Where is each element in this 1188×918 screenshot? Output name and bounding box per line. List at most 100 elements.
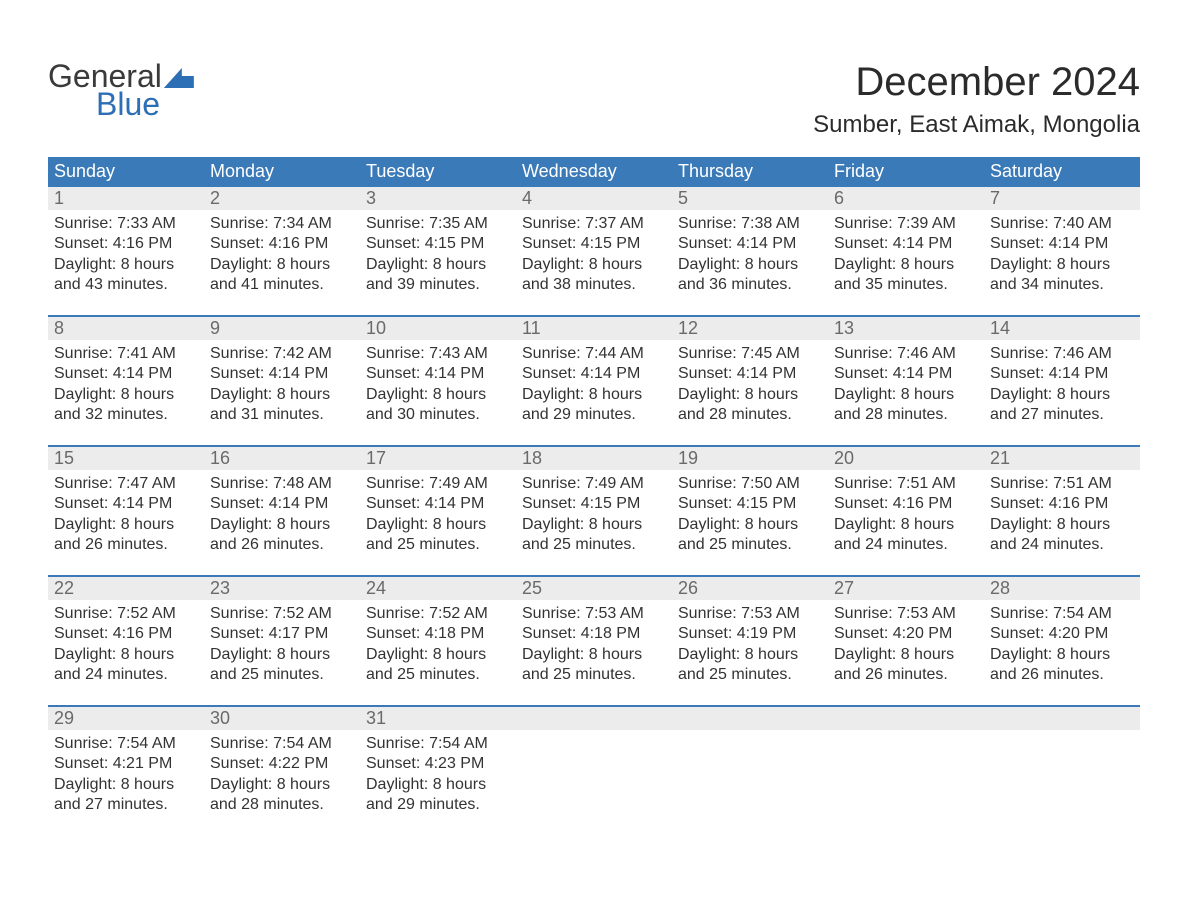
sunrise-line: Sunrise: 7:42 AM bbox=[210, 344, 354, 364]
day-body: Sunrise: 7:51 AMSunset: 4:16 PMDaylight:… bbox=[828, 470, 984, 556]
sunrise-line: Sunrise: 7:54 AM bbox=[990, 604, 1134, 624]
calendar-day-cell: 19Sunrise: 7:50 AMSunset: 4:15 PMDayligh… bbox=[672, 447, 828, 559]
daylight-line-1: Daylight: 8 hours bbox=[366, 255, 510, 275]
logo-flag-icon bbox=[164, 68, 194, 88]
calendar-day-cell: 1Sunrise: 7:33 AMSunset: 4:16 PMDaylight… bbox=[48, 187, 204, 299]
day-number: 24 bbox=[360, 577, 516, 600]
day-number: 3 bbox=[360, 187, 516, 210]
calendar-day-cell: 22Sunrise: 7:52 AMSunset: 4:16 PMDayligh… bbox=[48, 577, 204, 689]
daylight-line-2: and 28 minutes. bbox=[210, 795, 354, 815]
calendar-week: 8Sunrise: 7:41 AMSunset: 4:14 PMDaylight… bbox=[48, 315, 1140, 429]
day-header-cell: Saturday bbox=[984, 157, 1140, 187]
day-number: 29 bbox=[48, 707, 204, 730]
day-body: Sunrise: 7:39 AMSunset: 4:14 PMDaylight:… bbox=[828, 210, 984, 296]
page-title: December 2024 bbox=[813, 60, 1140, 105]
day-body: Sunrise: 7:52 AMSunset: 4:16 PMDaylight:… bbox=[48, 600, 204, 686]
sunrise-line: Sunrise: 7:34 AM bbox=[210, 214, 354, 234]
day-body: Sunrise: 7:33 AMSunset: 4:16 PMDaylight:… bbox=[48, 210, 204, 296]
daylight-line-2: and 36 minutes. bbox=[678, 275, 822, 295]
calendar-day-cell: 2Sunrise: 7:34 AMSunset: 4:16 PMDaylight… bbox=[204, 187, 360, 299]
sunset-line: Sunset: 4:23 PM bbox=[366, 754, 510, 774]
sunrise-line: Sunrise: 7:46 AM bbox=[990, 344, 1134, 364]
sunset-line: Sunset: 4:14 PM bbox=[210, 494, 354, 514]
daylight-line-1: Daylight: 8 hours bbox=[834, 255, 978, 275]
daylight-line-2: and 32 minutes. bbox=[54, 405, 198, 425]
calendar-week: 29Sunrise: 7:54 AMSunset: 4:21 PMDayligh… bbox=[48, 705, 1140, 819]
calendar-day-cell: 30Sunrise: 7:54 AMSunset: 4:22 PMDayligh… bbox=[204, 707, 360, 819]
day-number: 6 bbox=[828, 187, 984, 210]
daylight-line-1: Daylight: 8 hours bbox=[210, 645, 354, 665]
daylight-line-2: and 26 minutes. bbox=[54, 535, 198, 555]
day-number: 14 bbox=[984, 317, 1140, 340]
calendar-day-cell: 21Sunrise: 7:51 AMSunset: 4:16 PMDayligh… bbox=[984, 447, 1140, 559]
daylight-line-2: and 29 minutes. bbox=[366, 795, 510, 815]
day-body: Sunrise: 7:42 AMSunset: 4:14 PMDaylight:… bbox=[204, 340, 360, 426]
daylight-line-2: and 38 minutes. bbox=[522, 275, 666, 295]
day-number: 4 bbox=[516, 187, 672, 210]
sunset-line: Sunset: 4:15 PM bbox=[522, 234, 666, 254]
daylight-line-2: and 28 minutes. bbox=[834, 405, 978, 425]
sunrise-line: Sunrise: 7:49 AM bbox=[366, 474, 510, 494]
calendar-day-cell: 24Sunrise: 7:52 AMSunset: 4:18 PMDayligh… bbox=[360, 577, 516, 689]
day-number: 10 bbox=[360, 317, 516, 340]
day-body: Sunrise: 7:51 AMSunset: 4:16 PMDaylight:… bbox=[984, 470, 1140, 556]
day-number: . bbox=[516, 707, 672, 730]
sunrise-line: Sunrise: 7:53 AM bbox=[522, 604, 666, 624]
daylight-line-2: and 25 minutes. bbox=[678, 665, 822, 685]
day-body: Sunrise: 7:34 AMSunset: 4:16 PMDaylight:… bbox=[204, 210, 360, 296]
sunrise-line: Sunrise: 7:41 AM bbox=[54, 344, 198, 364]
location-subtitle: Sumber, East Aimak, Mongolia bbox=[813, 111, 1140, 139]
daylight-line-1: Daylight: 8 hours bbox=[678, 385, 822, 405]
day-body: Sunrise: 7:45 AMSunset: 4:14 PMDaylight:… bbox=[672, 340, 828, 426]
day-body: Sunrise: 7:53 AMSunset: 4:20 PMDaylight:… bbox=[828, 600, 984, 686]
day-header-cell: Wednesday bbox=[516, 157, 672, 187]
day-body: Sunrise: 7:48 AMSunset: 4:14 PMDaylight:… bbox=[204, 470, 360, 556]
day-header-cell: Tuesday bbox=[360, 157, 516, 187]
calendar-day-cell: 16Sunrise: 7:48 AMSunset: 4:14 PMDayligh… bbox=[204, 447, 360, 559]
day-body: Sunrise: 7:46 AMSunset: 4:14 PMDaylight:… bbox=[828, 340, 984, 426]
day-number: 28 bbox=[984, 577, 1140, 600]
calendar-day-cell: 23Sunrise: 7:52 AMSunset: 4:17 PMDayligh… bbox=[204, 577, 360, 689]
daylight-line-2: and 26 minutes. bbox=[990, 665, 1134, 685]
day-number: 17 bbox=[360, 447, 516, 470]
calendar-day-cell: . bbox=[828, 707, 984, 819]
sunrise-line: Sunrise: 7:35 AM bbox=[366, 214, 510, 234]
sunset-line: Sunset: 4:14 PM bbox=[834, 364, 978, 384]
day-body: Sunrise: 7:46 AMSunset: 4:14 PMDaylight:… bbox=[984, 340, 1140, 426]
day-number: 16 bbox=[204, 447, 360, 470]
calendar-day-cell: 29Sunrise: 7:54 AMSunset: 4:21 PMDayligh… bbox=[48, 707, 204, 819]
day-body: Sunrise: 7:35 AMSunset: 4:15 PMDaylight:… bbox=[360, 210, 516, 296]
day-number: 1 bbox=[48, 187, 204, 210]
daylight-line-1: Daylight: 8 hours bbox=[210, 255, 354, 275]
daylight-line-2: and 25 minutes. bbox=[522, 535, 666, 555]
sunrise-line: Sunrise: 7:47 AM bbox=[54, 474, 198, 494]
header: General Blue December 2024 Sumber, East … bbox=[48, 60, 1140, 139]
calendar-day-cell: 9Sunrise: 7:42 AMSunset: 4:14 PMDaylight… bbox=[204, 317, 360, 429]
daylight-line-2: and 41 minutes. bbox=[210, 275, 354, 295]
day-body: Sunrise: 7:49 AMSunset: 4:15 PMDaylight:… bbox=[516, 470, 672, 556]
sunset-line: Sunset: 4:18 PM bbox=[522, 624, 666, 644]
sunrise-line: Sunrise: 7:52 AM bbox=[54, 604, 198, 624]
day-body: Sunrise: 7:50 AMSunset: 4:15 PMDaylight:… bbox=[672, 470, 828, 556]
day-body: Sunrise: 7:43 AMSunset: 4:14 PMDaylight:… bbox=[360, 340, 516, 426]
calendar-week: 15Sunrise: 7:47 AMSunset: 4:14 PMDayligh… bbox=[48, 445, 1140, 559]
daylight-line-1: Daylight: 8 hours bbox=[834, 515, 978, 535]
daylight-line-1: Daylight: 8 hours bbox=[366, 515, 510, 535]
calendar-day-cell: 28Sunrise: 7:54 AMSunset: 4:20 PMDayligh… bbox=[984, 577, 1140, 689]
day-body: Sunrise: 7:52 AMSunset: 4:18 PMDaylight:… bbox=[360, 600, 516, 686]
daylight-line-1: Daylight: 8 hours bbox=[522, 255, 666, 275]
daylight-line-1: Daylight: 8 hours bbox=[678, 645, 822, 665]
day-body: Sunrise: 7:52 AMSunset: 4:17 PMDaylight:… bbox=[204, 600, 360, 686]
daylight-line-1: Daylight: 8 hours bbox=[54, 645, 198, 665]
day-number: 21 bbox=[984, 447, 1140, 470]
daylight-line-1: Daylight: 8 hours bbox=[990, 385, 1134, 405]
daylight-line-1: Daylight: 8 hours bbox=[678, 255, 822, 275]
sunrise-line: Sunrise: 7:54 AM bbox=[210, 734, 354, 754]
sunrise-line: Sunrise: 7:54 AM bbox=[54, 734, 198, 754]
day-number: . bbox=[672, 707, 828, 730]
daylight-line-2: and 25 minutes. bbox=[366, 535, 510, 555]
calendar-day-cell: 15Sunrise: 7:47 AMSunset: 4:14 PMDayligh… bbox=[48, 447, 204, 559]
sunset-line: Sunset: 4:14 PM bbox=[678, 364, 822, 384]
sunset-line: Sunset: 4:19 PM bbox=[678, 624, 822, 644]
daylight-line-1: Daylight: 8 hours bbox=[54, 515, 198, 535]
